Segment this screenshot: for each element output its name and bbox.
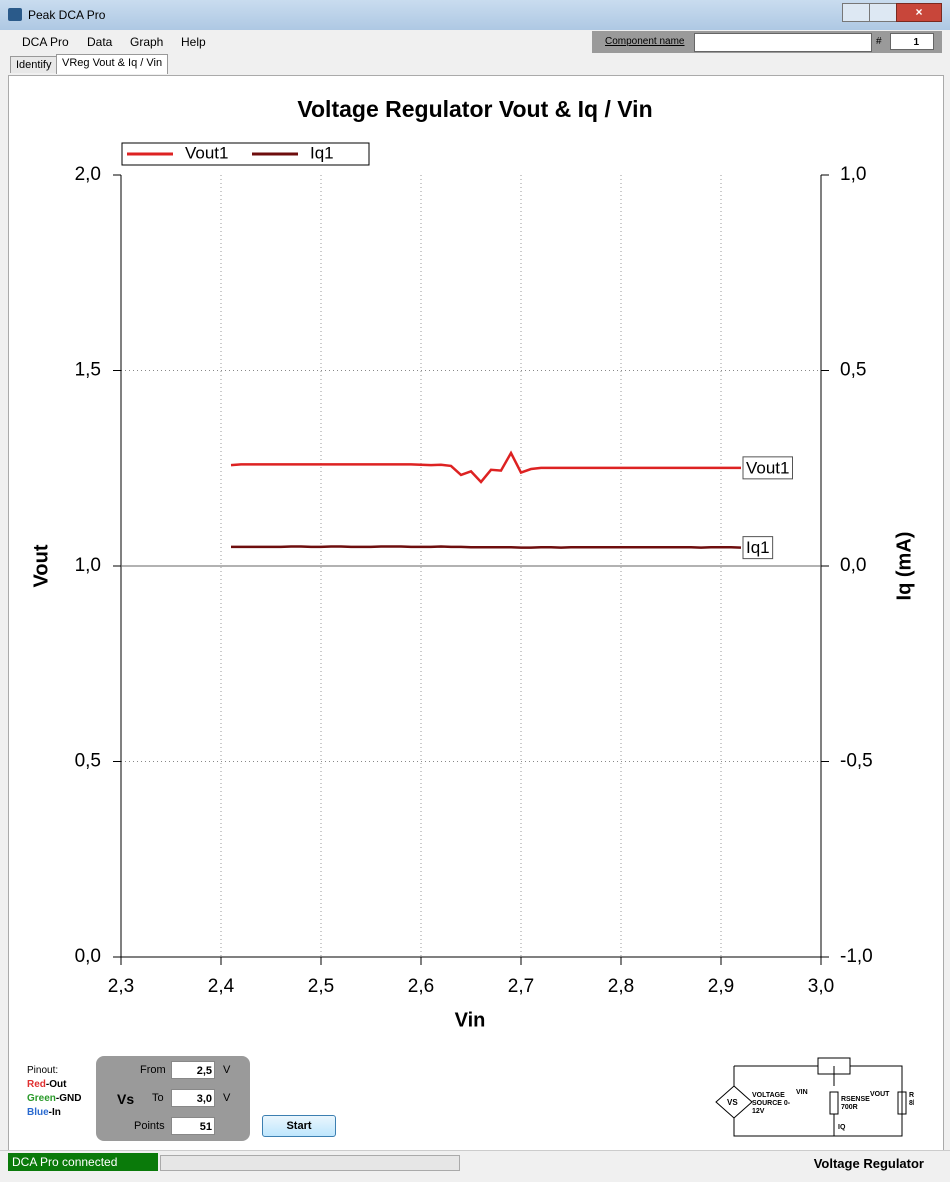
series-end-label: Iq1 — [746, 538, 770, 557]
menu-item[interactable]: Graph — [130, 35, 164, 49]
y2-tick-label: -0,5 — [840, 751, 873, 772]
source-label: Vs — [117, 1091, 135, 1107]
field-input[interactable]: 51 — [171, 1117, 215, 1135]
schematic-label: RSENSE 700R — [841, 1096, 870, 1111]
schematic-label: VOUT — [870, 1091, 890, 1098]
legend-box — [121, 142, 370, 166]
close-button[interactable]: × — [896, 3, 942, 22]
y-tick-label: 0,5 — [75, 751, 101, 772]
series-end-box — [742, 456, 793, 480]
x-tick-label: 2,4 — [208, 976, 235, 997]
y-tick-label: 2,0 — [75, 164, 101, 185]
x-tick-label: 3,0 — [808, 976, 834, 997]
component-panel: Component name # 1 — [592, 31, 942, 53]
pin-role: -GND — [55, 1093, 82, 1104]
tab-content — [8, 75, 944, 1151]
sweep-panel: Vs From 2,5 V To 3,0 V Points 51 — [96, 1056, 250, 1141]
pinout: Pinout: Red-Out Green-GND Blue-In — [27, 1064, 81, 1120]
y-tick-label: 1,0 — [75, 555, 101, 576]
pinout-title: Pinout: — [27, 1065, 59, 1076]
x-tick-label: 2,7 — [508, 976, 534, 997]
y-axis-title: Vout — [30, 544, 52, 587]
series-end-box — [742, 536, 774, 560]
schematic-label: RLOAD 8kR — [909, 1092, 914, 1107]
field-label: From — [140, 1064, 166, 1076]
start-button[interactable]: Start — [262, 1115, 336, 1137]
pin-role: -Out — [45, 1079, 67, 1090]
component-input[interactable] — [694, 33, 872, 52]
y2-tick-label: 0,5 — [840, 360, 866, 381]
pin-role: -In — [48, 1107, 61, 1118]
status-bar: DCA Pro connected Voltage Regulator — [0, 1150, 950, 1182]
y2-tick-label: -1,0 — [840, 946, 873, 967]
x-tick-label: 2,9 — [708, 976, 734, 997]
field-input[interactable]: 3,0 — [171, 1089, 215, 1107]
x-tick-label: 2,8 — [608, 976, 634, 997]
tab[interactable]: Identify — [10, 56, 58, 73]
progress-bar — [160, 1155, 460, 1171]
x-tick-label: 2,6 — [408, 976, 434, 997]
status-connection: DCA Pro connected — [8, 1153, 158, 1171]
pin-color: Blue — [27, 1107, 49, 1118]
schematic-label: VIN — [796, 1089, 808, 1096]
window-title: Peak DCA Pro — [28, 8, 106, 22]
schematic-label: VOLTAGE SOURCE 0-12V — [752, 1092, 790, 1115]
series-end-label: Vout1 — [746, 458, 790, 477]
title-bar: Peak DCA Pro × — [0, 0, 950, 30]
field-unit: V — [223, 1092, 231, 1104]
component-label: Component name — [605, 36, 685, 47]
schematic-wires — [715, 1057, 907, 1137]
menu-item[interactable]: DCA Pro — [22, 35, 69, 49]
legend-label: Iq1 — [310, 143, 334, 162]
schematic-label: IQ — [838, 1124, 846, 1131]
schematic-label: VS — [727, 1098, 738, 1107]
field-unit: V — [223, 1064, 231, 1076]
series-line — [230, 450, 741, 484]
status-mode: Voltage Regulator — [813, 1156, 924, 1171]
y2-axis-title: Iq (mA) — [893, 532, 915, 601]
y2-tick-label: 1,0 — [840, 164, 866, 185]
y-tick-label: 1,5 — [75, 360, 101, 381]
app-icon — [8, 8, 22, 21]
number-label: # — [876, 36, 882, 47]
field-label: To — [152, 1092, 164, 1104]
x-tick-label: 2,3 — [108, 976, 134, 997]
schematic: VS VIN VOUT VOLTAGE SOURCE 0-12V RSENSE … — [715, 1057, 914, 1137]
y-tick-label: 0,0 — [75, 946, 101, 967]
menu-item[interactable]: Data — [87, 35, 113, 49]
pin-color: Green — [27, 1093, 56, 1104]
field-label: Points — [134, 1120, 165, 1132]
series-line — [231, 545, 742, 549]
x-axis-title: Vin — [455, 1009, 486, 1031]
number-input[interactable]: 1 — [890, 33, 934, 50]
chart-title: Voltage Regulator Vout & Iq / Vin — [297, 96, 652, 122]
legend-label: Vout1 — [185, 143, 229, 162]
menu-item[interactable]: Help — [181, 35, 206, 49]
field-input[interactable]: 2,5 — [171, 1061, 215, 1079]
menu-bar: DCA Pro Data Graph Help Component name #… — [0, 30, 950, 54]
pin-color: Red — [27, 1079, 46, 1090]
tab-active[interactable]: VReg Vout & Iq / Vin — [56, 54, 169, 74]
y2-tick-label: 0,0 — [840, 555, 866, 576]
x-tick-label: 2,5 — [308, 976, 334, 997]
